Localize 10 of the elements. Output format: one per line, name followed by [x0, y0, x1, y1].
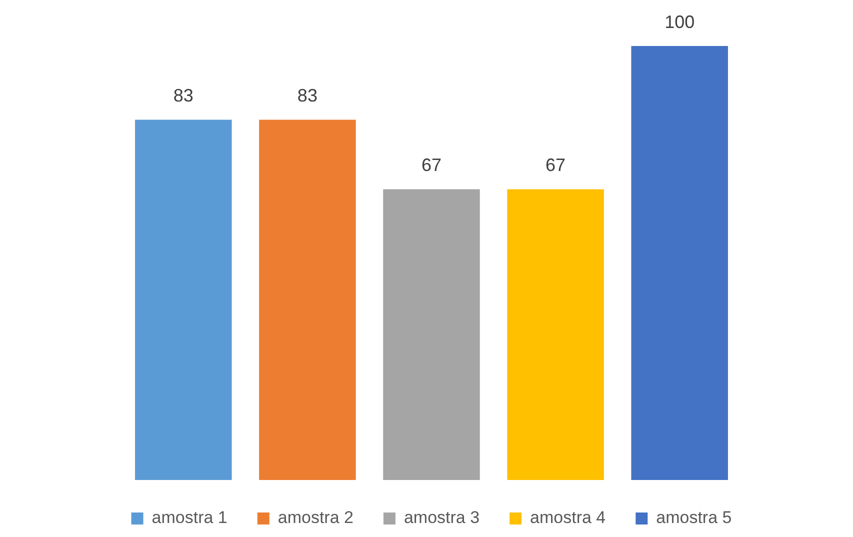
data-label: 67 [421, 155, 442, 176]
data-label: 83 [173, 86, 194, 106]
data-label: 83 [297, 86, 318, 106]
data-label: 100 [664, 12, 695, 32]
data-label: 67 [546, 155, 566, 176]
legend-label: amostra 3 [404, 508, 480, 528]
legend-label: amostra 5 [656, 508, 732, 528]
legend-label: amostra 4 [530, 508, 606, 528]
legend-label: amostra 1 [152, 508, 228, 528]
legend-label: amostra 2 [278, 508, 354, 528]
